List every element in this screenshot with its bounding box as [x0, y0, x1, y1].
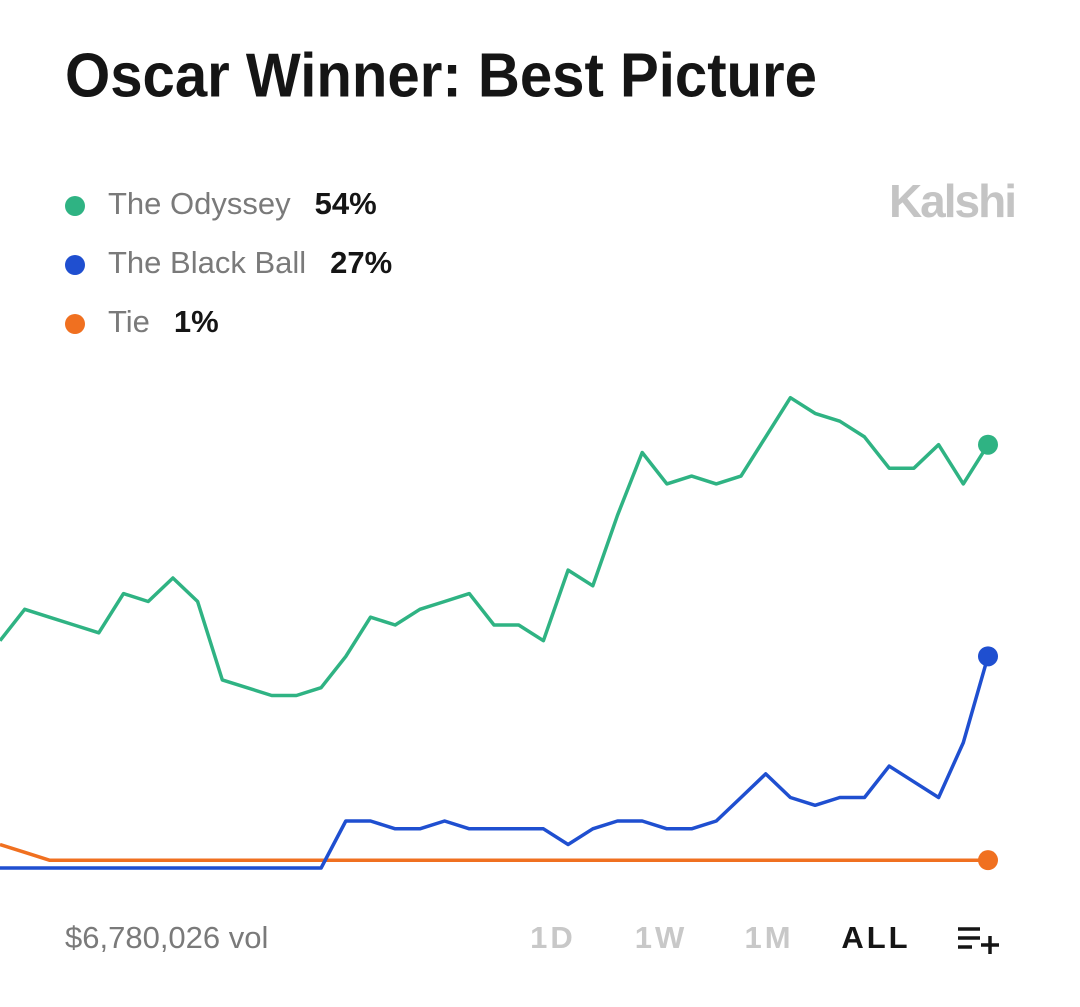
- volume: $6,780,026 vol: [65, 920, 268, 955]
- legend-dot: [65, 314, 85, 334]
- range-button[interactable]: ALL: [841, 920, 910, 955]
- series-line: [0, 842, 988, 862]
- brand-logo: Kalshi: [889, 175, 1015, 227]
- range-button[interactable]: 1M: [744, 920, 793, 955]
- legend-dot: [65, 196, 85, 216]
- title: Oscar Winner: Best Picture: [65, 41, 817, 110]
- legend-dot: [65, 255, 85, 275]
- legend-value: 27%: [330, 245, 392, 280]
- range-button[interactable]: 1W: [635, 920, 688, 955]
- list-icon[interactable]: [958, 927, 999, 954]
- legend-value: 1%: [174, 304, 219, 339]
- end-dot: [978, 646, 998, 667]
- end-dot: [978, 434, 998, 455]
- legend-value: 54%: [315, 186, 377, 221]
- legend-name: The Odyssey: [108, 186, 291, 221]
- series-line: [0, 655, 990, 870]
- legend-name: Tie: [108, 304, 150, 339]
- series-line: [0, 395, 990, 698]
- range-button[interactable]: 1D: [530, 920, 576, 955]
- end-dot: [978, 850, 998, 871]
- legend-name: The Black Ball: [108, 245, 306, 280]
